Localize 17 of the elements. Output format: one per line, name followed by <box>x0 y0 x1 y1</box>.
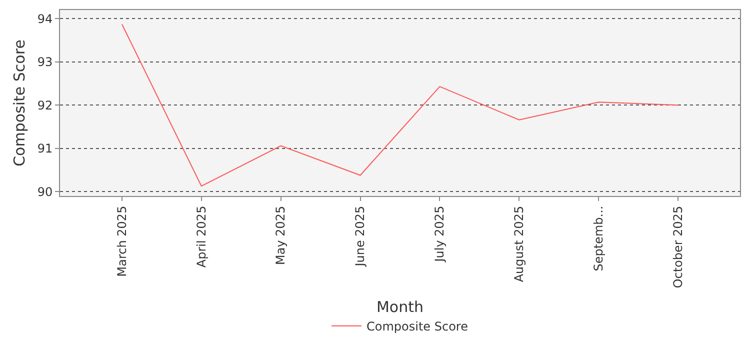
x-tick-label: Septemb... <box>592 206 606 272</box>
legend-label: Composite Score <box>366 320 468 334</box>
x-axis-title: Month <box>376 298 424 316</box>
y-axis-title: Composite Score <box>10 40 29 166</box>
x-tick-label: June 2025 <box>353 206 368 268</box>
y-tick-label: 94 <box>37 12 53 26</box>
x-tick-label: April 2025 <box>194 206 208 268</box>
x-tick-label: May 2025 <box>274 206 288 265</box>
y-tick-label: 92 <box>37 98 53 112</box>
x-tick-label: March 2025 <box>114 206 129 277</box>
line-series <box>121 24 679 187</box>
y-tick-label: 93 <box>37 55 53 70</box>
y-tick-label: 91 <box>37 142 53 156</box>
y-tick-label: 90 <box>37 184 53 199</box>
x-tick-label: October 2025 <box>670 206 685 288</box>
x-tick-label: August 2025 <box>512 206 526 282</box>
x-tick-label: July 2025 <box>432 206 447 263</box>
